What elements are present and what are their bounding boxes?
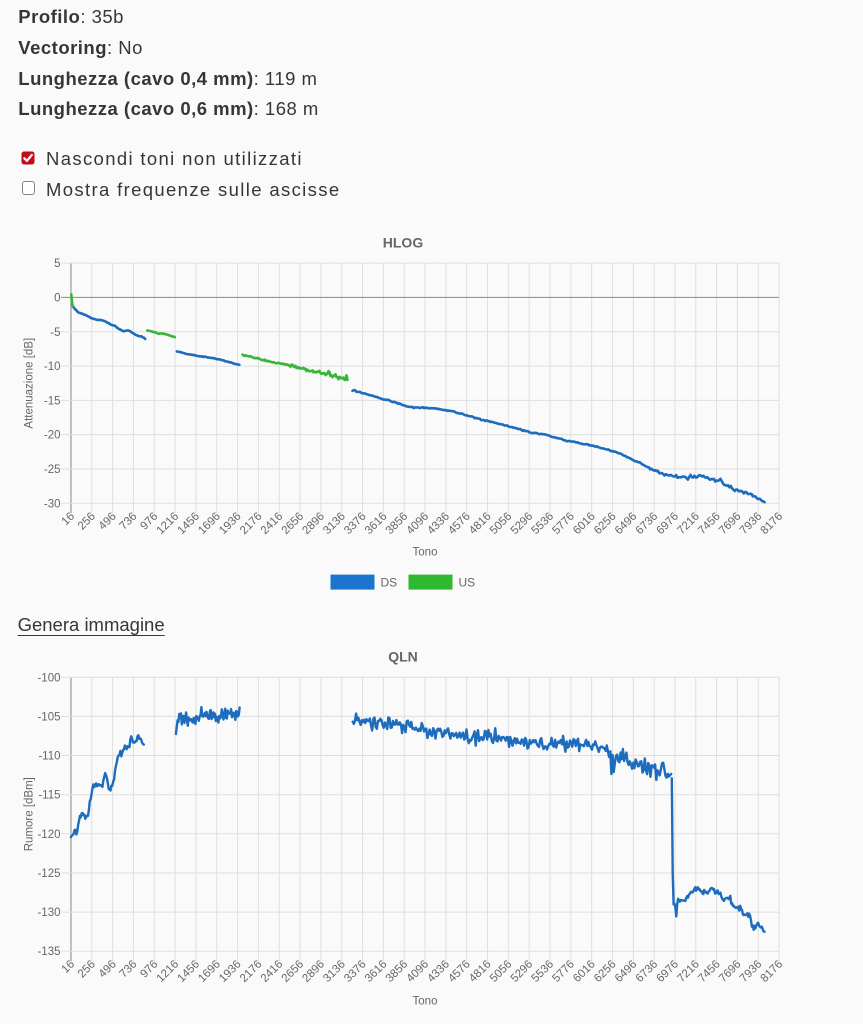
svg-text:3136: 3136	[321, 958, 348, 985]
svg-text:3856: 3856	[384, 510, 411, 537]
svg-text:5536: 5536	[530, 958, 557, 985]
svg-text:-20: -20	[44, 430, 61, 442]
svg-text:6016: 6016	[571, 510, 598, 537]
svg-text:6496: 6496	[613, 510, 640, 537]
svg-text:4336: 4336	[425, 958, 452, 985]
svg-text:6016: 6016	[571, 958, 598, 985]
svg-text:-25: -25	[44, 464, 61, 476]
svg-text:1936: 1936	[217, 958, 244, 985]
svg-text:-15: -15	[44, 395, 61, 407]
svg-text:4096: 4096	[405, 958, 432, 985]
svg-text:7936: 7936	[738, 510, 765, 537]
svg-text:2896: 2896	[300, 958, 327, 985]
svg-text:6736: 6736	[634, 510, 661, 537]
svg-text:5296: 5296	[509, 958, 536, 985]
svg-text:Attenuazione [dB]: Attenuazione [dB]	[24, 338, 36, 429]
svg-text:6496: 6496	[613, 958, 640, 985]
svg-text:1936: 1936	[217, 510, 244, 537]
svg-text:5056: 5056	[488, 510, 515, 537]
svg-text:1456: 1456	[175, 958, 202, 985]
svg-text:-110: -110	[38, 751, 60, 763]
svg-text:Rumore [dBm]: Rumore [dBm]	[24, 777, 36, 851]
svg-text:DS: DS	[381, 576, 398, 590]
svg-text:2656: 2656	[280, 510, 307, 537]
svg-text:1696: 1696	[196, 510, 223, 537]
svg-text:8176: 8176	[759, 510, 786, 537]
svg-text:16: 16	[60, 510, 78, 528]
svg-text:-105: -105	[37, 711, 60, 723]
svg-text:3376: 3376	[342, 510, 369, 537]
svg-text:-115: -115	[38, 790, 60, 802]
svg-text:2176: 2176	[238, 958, 265, 985]
svg-text:4576: 4576	[446, 958, 473, 985]
svg-text:0: 0	[54, 292, 60, 304]
svg-text:6256: 6256	[592, 958, 619, 985]
svg-text:2176: 2176	[238, 510, 265, 537]
svg-text:7456: 7456	[696, 510, 723, 537]
svg-text:4816: 4816	[467, 510, 494, 537]
svg-text:3376: 3376	[342, 958, 369, 985]
svg-text:2416: 2416	[259, 958, 286, 985]
svg-text:7696: 7696	[717, 958, 744, 985]
svg-text:1456: 1456	[175, 510, 202, 537]
svg-text:4096: 4096	[405, 510, 432, 537]
svg-text:-120: -120	[37, 829, 60, 841]
svg-text:-10: -10	[44, 361, 61, 373]
svg-text:-135: -135	[37, 946, 60, 958]
svg-text:496: 496	[97, 958, 119, 980]
svg-text:3856: 3856	[384, 958, 411, 985]
svg-text:7216: 7216	[675, 510, 702, 537]
svg-text:5536: 5536	[530, 510, 557, 537]
svg-text:US: US	[459, 576, 476, 590]
svg-text:4816: 4816	[467, 958, 494, 985]
svg-text:6976: 6976	[654, 510, 681, 537]
svg-text:Tono: Tono	[413, 995, 438, 1007]
svg-text:5: 5	[54, 258, 60, 270]
svg-text:HLOG: HLOG	[383, 234, 424, 250]
svg-text:7696: 7696	[717, 510, 744, 537]
svg-text:5296: 5296	[509, 510, 536, 537]
svg-text:3136: 3136	[321, 510, 348, 537]
svg-text:6256: 6256	[592, 510, 619, 537]
svg-text:4576: 4576	[446, 510, 473, 537]
svg-text:8176: 8176	[759, 958, 786, 985]
svg-text:7936: 7936	[738, 958, 765, 985]
svg-text:256: 256	[76, 510, 98, 532]
svg-text:2896: 2896	[300, 510, 327, 537]
svg-text:6736: 6736	[634, 958, 661, 985]
svg-text:5056: 5056	[488, 958, 515, 985]
svg-text:1216: 1216	[155, 510, 182, 537]
svg-text:2656: 2656	[280, 958, 307, 985]
svg-text:-100: -100	[37, 672, 60, 684]
svg-text:5776: 5776	[550, 510, 577, 537]
svg-text:-30: -30	[44, 498, 61, 510]
svg-text:-5: -5	[50, 327, 60, 339]
svg-text:256: 256	[76, 958, 98, 980]
svg-text:7216: 7216	[675, 958, 702, 985]
svg-text:16: 16	[60, 958, 78, 976]
svg-text:-125: -125	[37, 868, 60, 880]
svg-text:3616: 3616	[363, 958, 390, 985]
svg-text:-130: -130	[37, 907, 60, 919]
svg-text:496: 496	[97, 510, 119, 532]
svg-text:5776: 5776	[550, 958, 577, 985]
svg-text:6976: 6976	[654, 958, 681, 985]
svg-text:736: 736	[118, 958, 140, 980]
svg-text:1696: 1696	[196, 958, 223, 985]
svg-text:1216: 1216	[155, 958, 182, 985]
svg-text:QLN: QLN	[388, 649, 418, 665]
svg-text:Tono: Tono	[413, 546, 438, 558]
svg-text:7456: 7456	[696, 958, 723, 985]
svg-text:736: 736	[118, 510, 140, 532]
svg-text:3616: 3616	[363, 510, 390, 537]
svg-text:4336: 4336	[425, 510, 452, 537]
svg-text:2416: 2416	[259, 510, 286, 537]
